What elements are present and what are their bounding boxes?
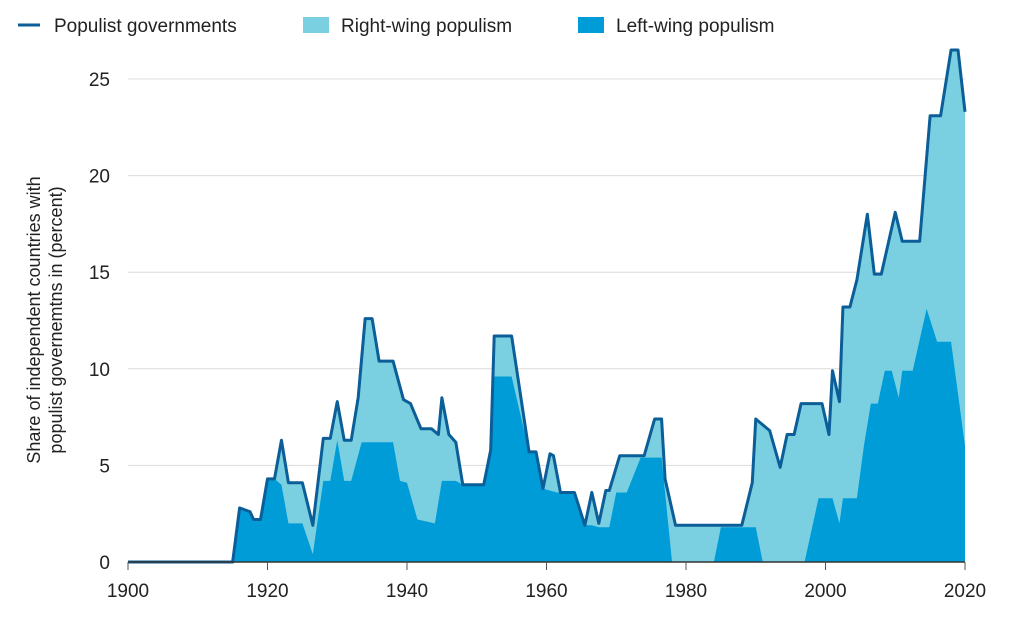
axes: 0 5 10 15 20 25 1900 1920 1940 1960 1980 2000 2020 [89,70,986,602]
left-wing-area [128,308,965,562]
populist-governments-line [128,48,967,564]
y-tick-label: 25 [89,70,110,91]
legend-label-left: Left-wing populism [616,16,774,37]
y-tick-label: 15 [89,263,110,284]
legend-swatch-left [578,17,604,33]
y-axis-label-line-1: Share of independent countries with [24,176,44,463]
legend-label-right: Right-wing populism [341,16,512,37]
legend-swatch-right [303,17,329,33]
x-tick-label: 1940 [386,581,428,602]
x-tick-label: 2020 [944,581,986,602]
y-axis-label-line-2: populist governemtns in (percent) [46,186,66,453]
right-wing-area [128,50,965,563]
y-tick-label: 20 [89,167,110,188]
y-tick-label: 5 [99,456,110,477]
x-tick-label: 2000 [804,581,846,602]
x-tick-label: 1960 [525,581,567,602]
x-tick-label: 1920 [246,581,288,602]
legend: Populist governments Right-wing populism… [18,16,774,37]
y-tick-label: 10 [89,360,110,381]
x-tick-label: 1900 [107,581,149,602]
y-tick-label: 0 [99,553,110,574]
legend-label-total: Populist governments [54,16,237,37]
areas [128,48,967,564]
x-tick-label: 1980 [665,581,707,602]
y-axis-label: Share of independent countries with popu… [24,176,66,463]
